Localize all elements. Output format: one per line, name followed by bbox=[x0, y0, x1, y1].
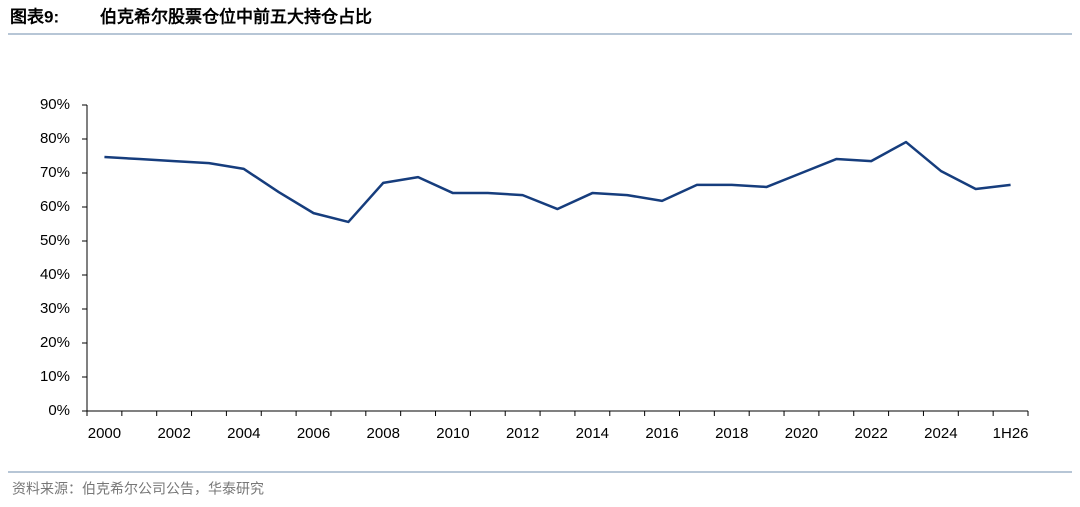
x-tick-label: 2018 bbox=[715, 425, 748, 442]
chart-title: 伯克希尔股票仓位中前五大持仓占比 bbox=[100, 6, 372, 26]
y-tick-label: 50% bbox=[40, 232, 70, 249]
x-tick-label: 2000 bbox=[88, 425, 121, 442]
data-line bbox=[104, 140, 1011, 224]
y-tick-label: 80% bbox=[40, 130, 70, 147]
figure-label: 图表9: bbox=[10, 6, 59, 26]
y-tick-label: 10% bbox=[40, 368, 70, 385]
y-tick-label: 20% bbox=[40, 334, 70, 351]
x-tick-label: 2004 bbox=[227, 425, 260, 442]
y-tick-label: 40% bbox=[40, 266, 70, 283]
y-tick-label: 0% bbox=[48, 402, 70, 419]
y-tick-label: 60% bbox=[40, 198, 70, 215]
y-tick-label: 70% bbox=[40, 164, 70, 181]
x-tick-label: 2012 bbox=[506, 425, 539, 442]
x-tick-label: 2024 bbox=[924, 425, 957, 442]
y-tick-label: 90% bbox=[40, 96, 70, 113]
x-tick-label: 2006 bbox=[297, 425, 330, 442]
x-tick-label: 2014 bbox=[576, 425, 609, 442]
x-tick-label: 2020 bbox=[785, 425, 818, 442]
x-tick-label: 2022 bbox=[854, 425, 887, 442]
x-tick-label: 2008 bbox=[367, 425, 400, 442]
x-tick-label: 2016 bbox=[645, 425, 678, 442]
x-tick-label: 2010 bbox=[436, 425, 469, 442]
source-note: 资料来源：伯克希尔公司公告，华泰研究 bbox=[12, 481, 264, 497]
x-tick-label: 1H26 bbox=[993, 425, 1029, 442]
y-tick-label: 30% bbox=[40, 300, 70, 317]
x-tick-label: 2002 bbox=[157, 425, 190, 442]
